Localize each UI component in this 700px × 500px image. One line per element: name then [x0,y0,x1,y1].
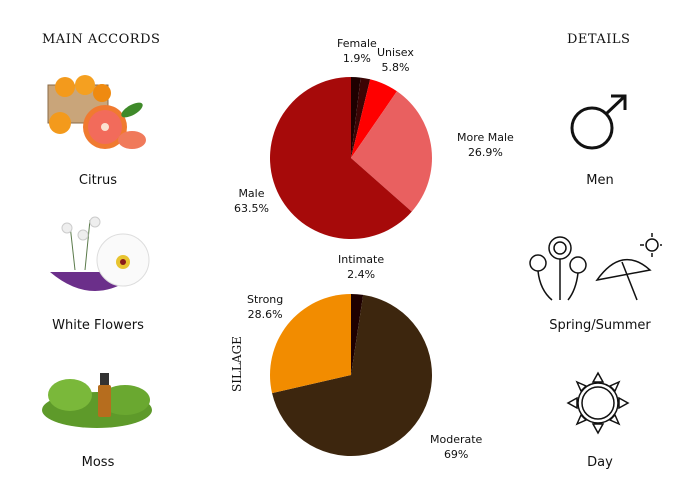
accord-label-moss: Moss [81,455,115,470]
details-heading: DETAILS [567,32,631,47]
accord-label-white-flowers: White Flowers [52,318,144,333]
moss-image [42,373,152,428]
pie-label-strong: Strong 28.6% [247,293,284,321]
flowers-umbrella-sun-icon [529,233,662,301]
detail-label-season: Spring/Summer [549,318,651,333]
detail-label-day: Day [587,455,613,470]
pie0-slice-male [270,77,412,239]
pie0-slice-unlabeled [351,77,371,158]
male-symbol-icon [570,94,627,150]
pie-label-more-male: More Male 26.9% [457,131,514,159]
pie1-slice-intimate [351,294,364,375]
accord-label-citrus: Citrus [78,173,118,188]
pie-label-moderate: Moderate 69% [430,433,483,461]
sun-icon [566,371,630,435]
main-accords-heading: MAIN ACCORDS [42,32,161,47]
sillage-title: SILLAGE [230,336,244,392]
citrus-fruit-image [47,75,146,149]
detail-label-men: Men [586,173,614,188]
pie0-slice-unisex [351,79,397,158]
pie1-slice-strong [270,294,351,394]
white-flowers-image [50,216,150,291]
pie-label-unisex: Unisex 5.8% [377,46,414,74]
pie0-slice-female [351,77,361,158]
pie-label-intimate: Intimate 2.4% [338,253,385,281]
pie0-slice-more-male [351,91,432,212]
pie-label-male: Male 63.5% [234,187,269,215]
pie1-slice-moderate [272,294,433,457]
pie-label-female: Female 1.9% [337,37,377,65]
